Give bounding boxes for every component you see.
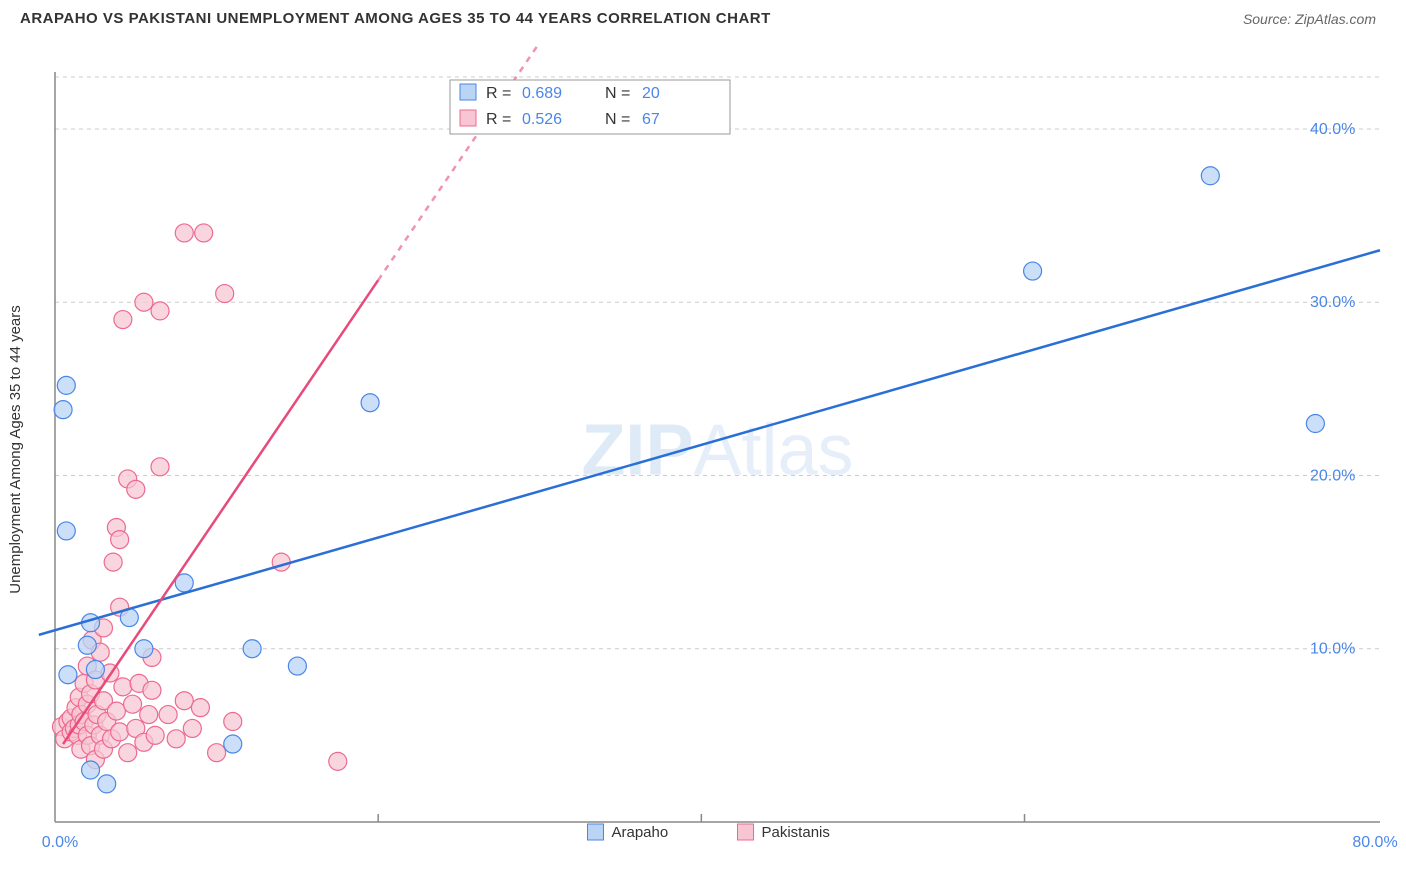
- data-point: [114, 678, 132, 696]
- data-point: [98, 775, 116, 793]
- y-tick-label: 40.0%: [1310, 121, 1355, 138]
- data-point: [175, 224, 193, 242]
- legend-swatch: [588, 824, 604, 840]
- source-attribution: Source: ZipAtlas.com: [1243, 11, 1376, 27]
- chart-title: ARAPAHO VS PAKISTANI UNEMPLOYMENT AMONG …: [20, 10, 771, 27]
- stats-n-value: 67: [642, 111, 660, 128]
- data-point: [57, 522, 75, 540]
- data-point: [143, 681, 161, 699]
- data-point: [1306, 415, 1324, 433]
- data-point: [119, 744, 137, 762]
- x-min-label: 0.0%: [42, 834, 78, 851]
- scatter-chart: 10.0% 20.0% 30.0% 40.0% ZIPAtlas Unemployment…: [0, 32, 1406, 882]
- y-tick-label: 30.0%: [1310, 294, 1355, 311]
- watermark: ZIPAtlas: [581, 411, 853, 491]
- legend-label: Arapaho: [612, 824, 669, 841]
- data-point: [111, 723, 129, 741]
- data-point: [124, 695, 142, 713]
- trend-line: [63, 280, 378, 744]
- data-point: [191, 699, 209, 717]
- legend-label: Pakistanis: [762, 824, 830, 841]
- data-point: [107, 702, 125, 720]
- data-point: [216, 285, 234, 303]
- stats-r-label: R =: [486, 111, 511, 128]
- data-point: [135, 640, 153, 658]
- data-point: [288, 657, 306, 675]
- data-point: [54, 401, 72, 419]
- chart-header: ARAPAHO VS PAKISTANI UNEMPLOYMENT AMONG …: [0, 0, 1406, 32]
- data-point: [59, 666, 77, 684]
- stats-r-label: R =: [486, 85, 511, 102]
- data-point: [151, 458, 169, 476]
- stats-n-value: 20: [642, 85, 660, 102]
- data-point: [86, 661, 104, 679]
- stats-n-label: N =: [605, 111, 630, 128]
- stats-r-value: 0.526: [522, 111, 562, 128]
- data-point: [1201, 167, 1219, 185]
- legend-swatch: [738, 824, 754, 840]
- data-point: [82, 761, 100, 779]
- data-point: [135, 293, 153, 311]
- data-point: [78, 636, 96, 654]
- trend-line-dashed: [378, 42, 540, 280]
- trend-line: [39, 250, 1380, 635]
- data-point: [151, 302, 169, 320]
- data-point: [224, 735, 242, 753]
- data-point: [114, 311, 132, 329]
- data-point: [361, 394, 379, 412]
- stats-r-value: 0.689: [522, 85, 562, 102]
- data-point: [104, 553, 122, 571]
- data-point: [183, 719, 201, 737]
- legend-swatch: [460, 110, 476, 126]
- data-point: [127, 480, 145, 498]
- data-point: [175, 692, 193, 710]
- data-point: [195, 224, 213, 242]
- legend-swatch: [460, 84, 476, 100]
- stats-n-label: N =: [605, 85, 630, 102]
- x-max-label: 80.0%: [1352, 834, 1397, 851]
- data-point: [329, 752, 347, 770]
- data-point: [167, 730, 185, 748]
- y-tick-label: 10.0%: [1310, 641, 1355, 658]
- data-point: [57, 376, 75, 394]
- data-point: [1024, 262, 1042, 280]
- y-tick-label: 20.0%: [1310, 467, 1355, 484]
- data-point: [140, 706, 158, 724]
- data-point: [224, 713, 242, 731]
- data-point: [111, 531, 129, 549]
- data-point: [159, 706, 177, 724]
- y-axis-title: Unemployment Among Ages 35 to 44 years: [7, 305, 24, 594]
- data-point: [146, 726, 164, 744]
- data-point: [208, 744, 226, 762]
- data-point: [243, 640, 261, 658]
